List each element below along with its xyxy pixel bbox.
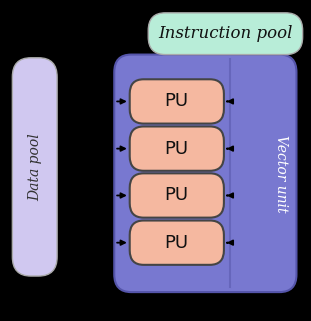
FancyBboxPatch shape bbox=[130, 173, 224, 218]
FancyBboxPatch shape bbox=[130, 221, 224, 265]
Text: PU: PU bbox=[165, 140, 189, 158]
FancyBboxPatch shape bbox=[130, 79, 224, 124]
FancyBboxPatch shape bbox=[130, 126, 224, 171]
Text: Data pool: Data pool bbox=[28, 133, 42, 201]
Text: PU: PU bbox=[165, 187, 189, 204]
FancyBboxPatch shape bbox=[12, 58, 57, 276]
FancyBboxPatch shape bbox=[148, 13, 303, 55]
FancyBboxPatch shape bbox=[114, 55, 296, 292]
Text: PU: PU bbox=[165, 234, 189, 252]
Text: Instruction pool: Instruction pool bbox=[158, 25, 293, 42]
Text: PU: PU bbox=[165, 92, 189, 110]
Text: Vector unit: Vector unit bbox=[274, 134, 288, 212]
